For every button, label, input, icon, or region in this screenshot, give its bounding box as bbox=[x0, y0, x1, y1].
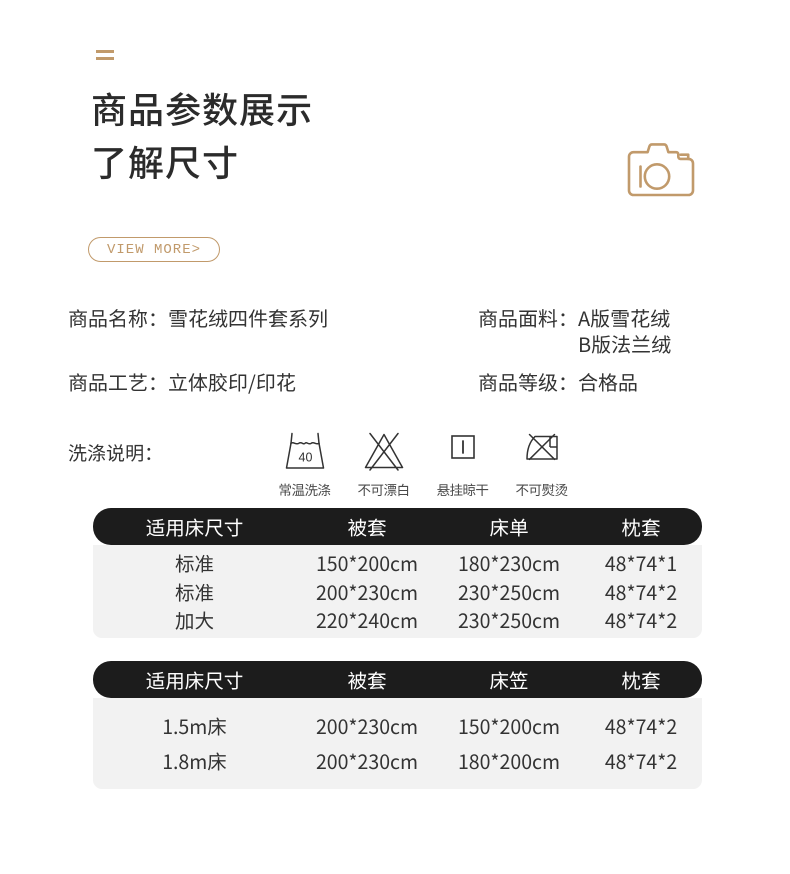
svg-text:40: 40 bbox=[298, 451, 312, 465]
